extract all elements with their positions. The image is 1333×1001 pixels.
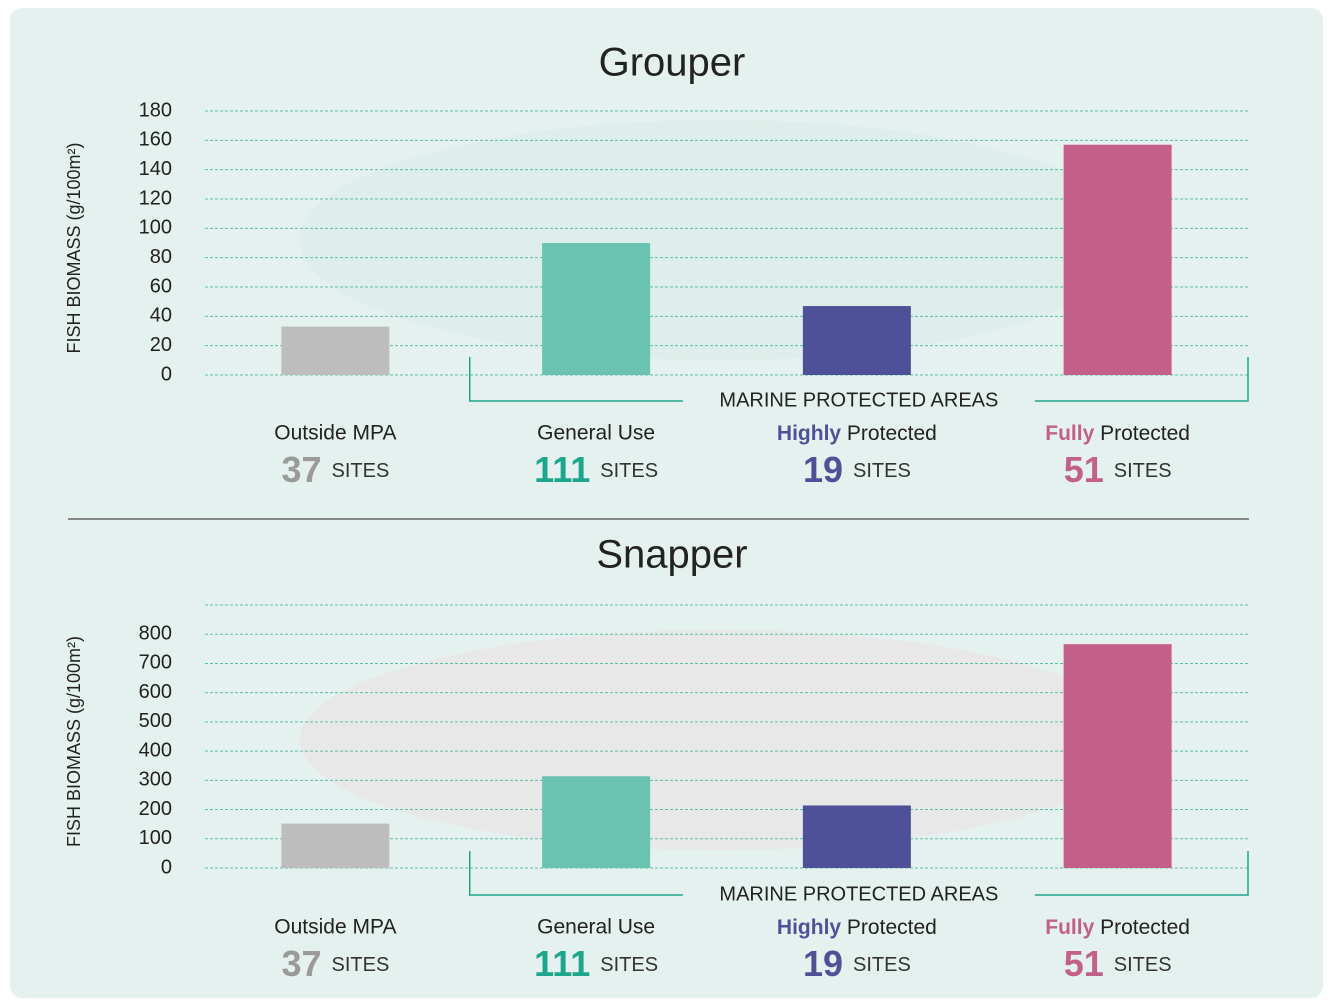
bar — [803, 805, 911, 868]
annotation: MARINE PROTECTED AREAS — [719, 389, 998, 411]
site-unit: SITES — [1114, 460, 1172, 482]
category-rest: Protected — [1094, 422, 1190, 445]
infographic: Grouper FISH BIOMASS (g/100m²) 0 20 40 60 80 10… — [0, 0, 1333, 1001]
bar — [542, 243, 650, 375]
y-axis-label: FISH BIOMASS (g/100m²) — [64, 636, 84, 847]
bar — [281, 824, 389, 868]
y-tick-label: 0 — [161, 856, 172, 878]
y-tick-label: 20 — [150, 334, 172, 356]
y-tick-label: 160 — [139, 129, 172, 151]
y-tick-label: 180 — [139, 99, 172, 121]
category-label: Fully Protected — [1045, 916, 1190, 939]
site-unit: SITES — [853, 954, 911, 976]
category-emphasis: Fully — [1045, 916, 1094, 939]
chart-title: Grouper — [599, 41, 746, 85]
category-rest: Protected — [841, 916, 937, 939]
y-tick-label: 60 — [150, 275, 172, 297]
category-rest: Protected — [1094, 916, 1190, 939]
y-tick-label: 500 — [139, 710, 172, 732]
site-number: 19 — [803, 449, 843, 490]
annotation: MARINE PROTECTED AREAS — [719, 883, 998, 905]
bar — [1064, 145, 1172, 375]
y-tick-label: 300 — [139, 769, 172, 791]
category-label: General Use — [537, 916, 655, 939]
category-label: Outside MPA — [274, 916, 396, 939]
site-unit: SITES — [332, 460, 390, 482]
category-label: Fully Protected — [1045, 422, 1190, 445]
category-label: Highly Protected — [777, 916, 937, 939]
category-rest: Protected — [841, 422, 937, 445]
bar — [803, 306, 911, 375]
y-tick-label: 0 — [161, 363, 172, 385]
category-emphasis: Highly — [777, 422, 841, 445]
y-axis-label: FISH BIOMASS (g/100m²) — [64, 142, 84, 353]
site-unit: SITES — [332, 954, 390, 976]
site-number: 51 — [1064, 449, 1104, 490]
site-number: 37 — [281, 449, 321, 490]
page: Grouper FISH BIOMASS (g/100m²) 0 20 40 60 80 10… — [0, 0, 1333, 1001]
y-tick-label: 80 — [150, 246, 172, 268]
bar — [1064, 644, 1172, 868]
y-tick-label: 100 — [139, 827, 172, 849]
site-number: 111 — [534, 943, 590, 984]
y-tick-label: 40 — [150, 305, 172, 327]
y-tick-label: 600 — [139, 681, 172, 703]
site-number: 51 — [1064, 943, 1104, 984]
category-emphasis: Highly — [777, 916, 841, 939]
site-unit: SITES — [853, 460, 911, 482]
y-tick-label: 800 — [139, 623, 172, 645]
site-unit: SITES — [1114, 954, 1172, 976]
category-label: General Use — [537, 422, 655, 445]
site-number: 111 — [534, 449, 590, 490]
site-unit: SITES — [600, 954, 658, 976]
y-tick-label: 140 — [139, 158, 172, 180]
site-unit: SITES — [600, 460, 658, 482]
bar — [281, 327, 389, 375]
y-tick-label: 120 — [139, 187, 172, 209]
bar — [542, 776, 650, 868]
chart-title: Snapper — [596, 533, 747, 577]
y-tick-label: 400 — [139, 739, 172, 761]
category-label: Outside MPA — [274, 422, 396, 445]
y-tick-label: 100 — [139, 217, 172, 239]
site-number: 19 — [803, 943, 843, 984]
category-label: Highly Protected — [777, 422, 937, 445]
site-number: 37 — [281, 943, 321, 984]
category-emphasis: Fully — [1045, 422, 1094, 445]
fish-illustration — [300, 120, 1140, 360]
y-tick-label: 700 — [139, 652, 172, 674]
y-tick-label: 200 — [139, 798, 172, 820]
